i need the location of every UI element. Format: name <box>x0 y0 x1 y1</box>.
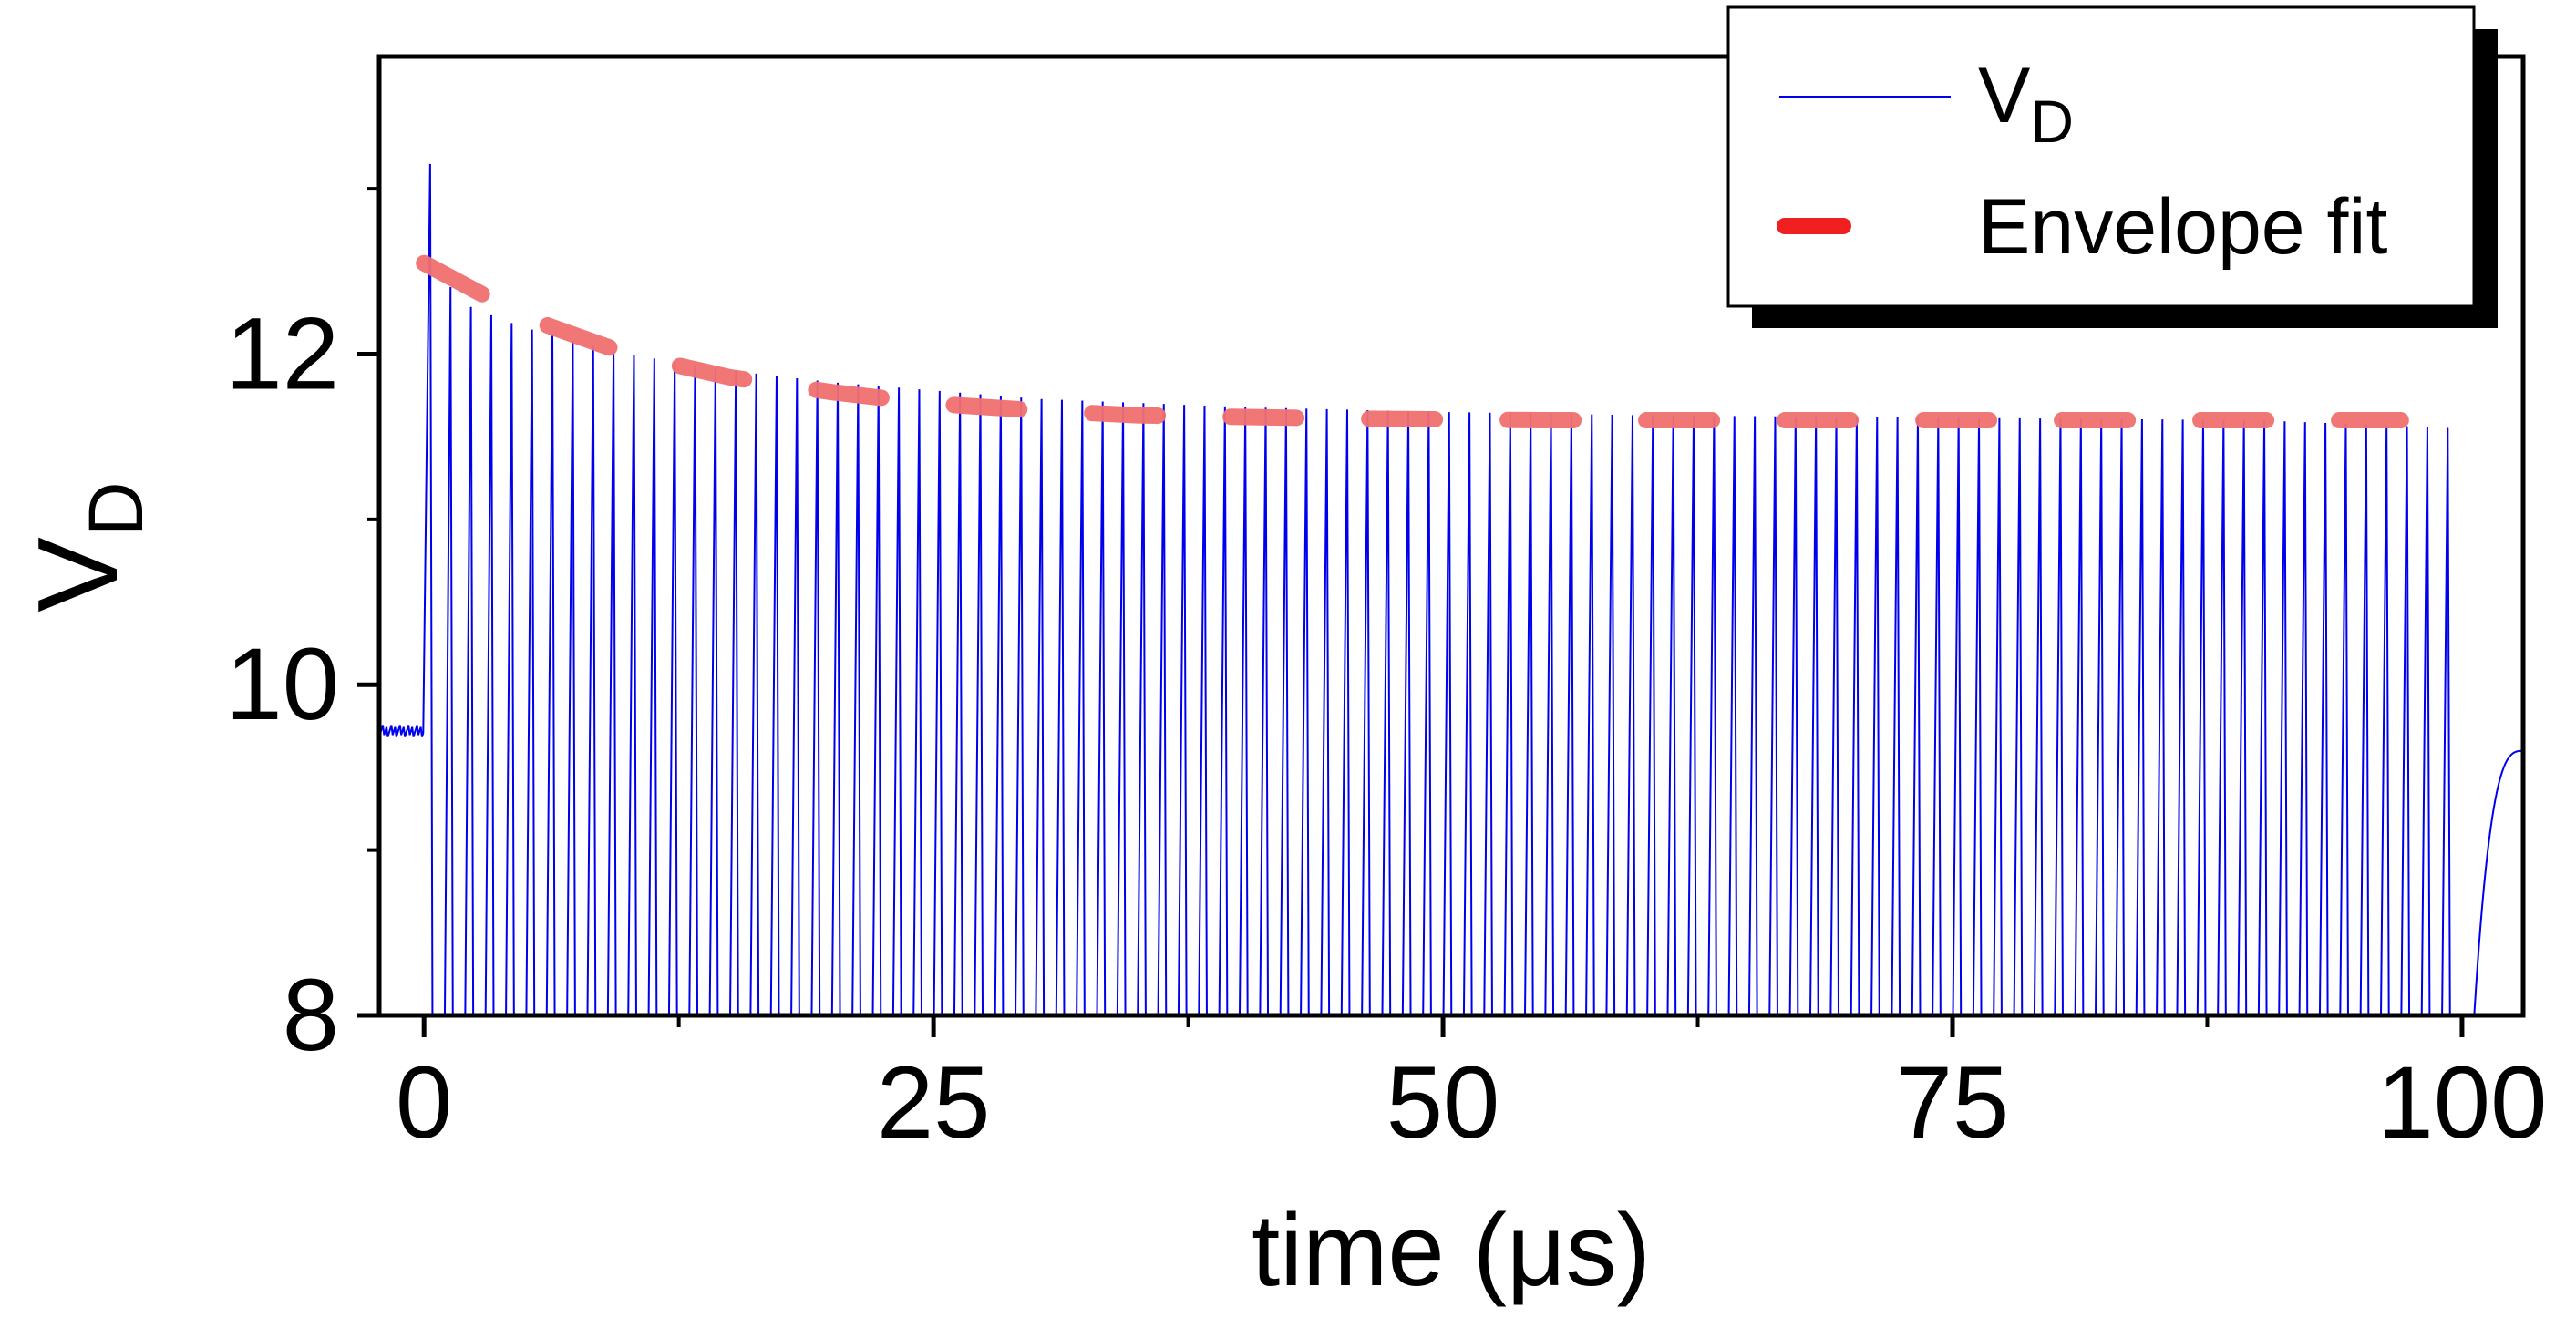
legend-label-envelope-fit: Envelope fit <box>1978 183 2388 271</box>
y-tick-label: 8 <box>283 958 339 1072</box>
x-tick-label: 75 <box>1896 1045 2010 1159</box>
y-axis-label-main: V <box>15 537 141 613</box>
legend-label-vd-main: V <box>1978 52 2030 139</box>
series-layer <box>379 163 2523 1015</box>
y-tick-label: 12 <box>225 296 339 410</box>
legend-box <box>1726 5 2476 308</box>
ticks-layer: 0 25 50 75 100 8 10 12 <box>225 187 2547 1159</box>
x-tick-label: 0 <box>396 1045 452 1159</box>
y-axis-label-subscript: D <box>73 481 159 537</box>
legend: VD Envelope fit <box>1726 5 2498 328</box>
x-axis-label: time (μs) <box>1252 1193 1651 1307</box>
plot-frame <box>376 54 2526 1018</box>
y-tick-label: 10 <box>225 627 339 741</box>
series-envelope-fit-line <box>416 254 2409 429</box>
legend-label-vd-subscript: D <box>2030 88 2074 155</box>
x-tick-label: 100 <box>2376 1045 2547 1159</box>
x-tick-label: 50 <box>1386 1045 1500 1159</box>
y-axis-label: VD <box>15 481 159 612</box>
x-tick-label: 25 <box>877 1045 991 1159</box>
legend-label-vd: VD <box>1978 52 2074 155</box>
